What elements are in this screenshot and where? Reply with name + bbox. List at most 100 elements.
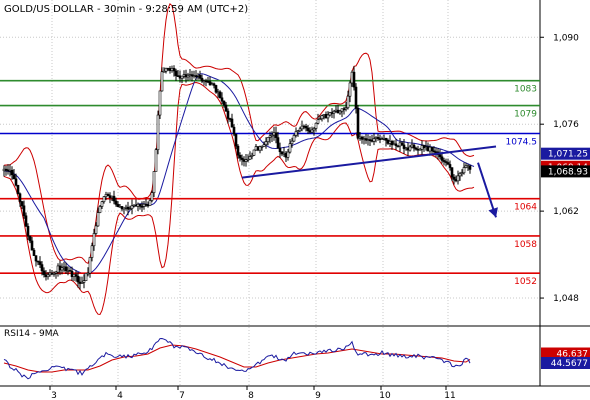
candle-body	[2, 168, 6, 172]
candle-body	[412, 144, 416, 149]
candle-body	[450, 167, 454, 178]
candle-body	[152, 171, 156, 193]
candle-body	[146, 204, 150, 207]
candle-body	[332, 111, 336, 114]
level-label-1074.5: 1074.5	[506, 138, 538, 148]
candle-body	[260, 146, 264, 148]
candle-body	[384, 137, 388, 141]
price-tag-last: 1,068.93	[548, 167, 588, 177]
candle-body	[132, 204, 136, 207]
rsi-line	[3, 337, 471, 380]
candle-body	[400, 142, 404, 146]
candle-body	[136, 203, 140, 207]
candle-body	[228, 118, 232, 120]
candle-body	[224, 104, 228, 112]
candle-body	[120, 206, 124, 210]
candle-body	[202, 80, 206, 83]
candle-body	[154, 149, 158, 172]
candle-body	[218, 91, 222, 99]
candle-body	[430, 146, 434, 152]
candle-body	[246, 158, 250, 161]
candle-body	[304, 125, 308, 129]
candle-body	[280, 151, 284, 155]
candle-body	[446, 162, 450, 165]
candle-body	[46, 274, 50, 278]
candle-body	[244, 159, 248, 162]
candle-body	[274, 132, 278, 138]
candle-body	[460, 172, 464, 175]
candle-body	[124, 206, 128, 209]
rsi-tag-ma-box	[541, 347, 590, 360]
candle-body	[262, 144, 266, 147]
candle-body	[112, 195, 116, 202]
candle-body	[316, 119, 320, 124]
candle-body	[198, 74, 202, 79]
candle-body	[72, 274, 76, 277]
candle-body	[236, 145, 240, 156]
candle-body	[220, 97, 224, 102]
candle-body	[320, 115, 324, 120]
candle-body	[166, 68, 170, 70]
candle-body	[356, 108, 360, 139]
price-tick-label: 1,062	[553, 207, 579, 217]
candle-body	[162, 70, 166, 73]
candle-body	[222, 100, 226, 106]
candle-body	[376, 137, 380, 139]
candlesticks	[2, 65, 472, 290]
candle-body	[172, 68, 176, 72]
candle-body	[240, 157, 244, 160]
candle-body	[118, 206, 122, 208]
candle-body	[12, 174, 16, 180]
candle-body	[212, 83, 216, 86]
candle-body	[156, 114, 160, 151]
candle-body	[298, 128, 302, 132]
time-axis: 3 4 7 8 9 10 11	[49, 386, 456, 400]
candle-body	[138, 203, 142, 207]
candle-body	[4, 168, 8, 171]
price-tag-upper-box	[541, 147, 590, 160]
trendline	[241, 145, 497, 179]
candle-body	[456, 175, 460, 182]
candle-body	[182, 74, 186, 77]
candle-body	[444, 161, 448, 163]
candle-body	[276, 137, 280, 149]
candle-body	[86, 272, 90, 275]
candle-body	[448, 164, 452, 168]
candle-body	[408, 146, 412, 151]
candle-body	[344, 107, 348, 110]
candle-body	[134, 204, 138, 207]
candle-body	[8, 169, 12, 172]
candle-body	[38, 261, 42, 265]
candle-body	[414, 147, 418, 150]
candle-body	[96, 212, 100, 227]
candle-body	[210, 83, 214, 86]
candle-body	[168, 68, 172, 71]
candle-body	[178, 75, 182, 79]
candle-body	[20, 201, 24, 207]
candle-body	[130, 205, 134, 209]
level-label-1058: 1058	[514, 240, 537, 250]
candle-body	[94, 225, 98, 234]
candle-body	[258, 146, 262, 151]
candle-body	[98, 206, 102, 213]
candle-body	[84, 273, 88, 282]
candle-body	[270, 134, 274, 137]
candle-body	[164, 68, 168, 72]
candle-body	[266, 137, 270, 142]
price-axis: 1,090 1,076 1,062 1,048	[540, 33, 579, 304]
candle-body	[338, 110, 342, 114]
level-label-1083: 1083	[514, 85, 537, 95]
rsi-tag-ma: 46.637	[557, 350, 589, 360]
candle-body	[310, 129, 314, 133]
level-label-1052: 1052	[514, 277, 537, 287]
candle-body	[346, 95, 350, 109]
candle-body	[296, 130, 300, 133]
candle-body	[108, 195, 112, 198]
candle-body	[116, 204, 120, 207]
price-tag-last-box	[541, 165, 590, 178]
candle-body	[184, 74, 188, 78]
candle-body	[174, 70, 178, 76]
trendline-and-arrow	[241, 145, 498, 218]
